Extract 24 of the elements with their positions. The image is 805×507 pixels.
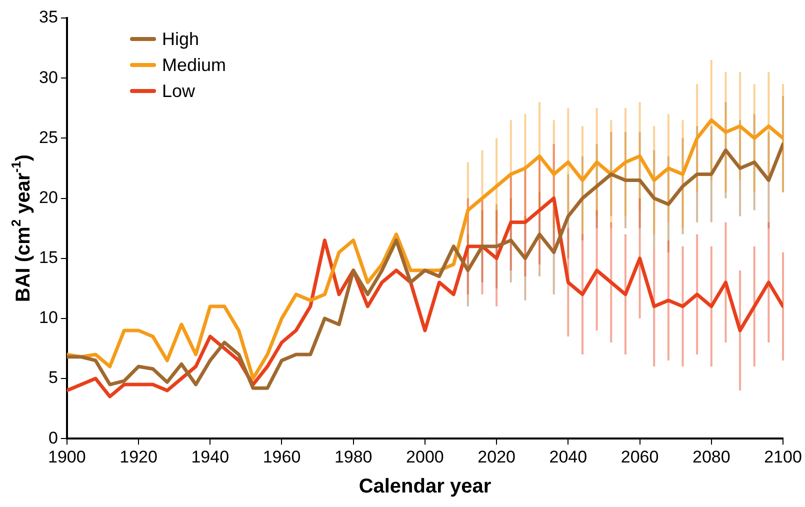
y-tick-label: 35 bbox=[38, 8, 58, 27]
x-tick-label: 2020 bbox=[478, 447, 516, 466]
x-tick-label: 1960 bbox=[262, 447, 301, 466]
x-tick-label: 2000 bbox=[406, 447, 444, 466]
y-tick-label: 25 bbox=[38, 128, 58, 147]
y-tick-label: 20 bbox=[38, 188, 58, 207]
x-tick-label: 2080 bbox=[692, 447, 730, 466]
x-tick-label: 2040 bbox=[549, 447, 588, 466]
y-tick-label: 5 bbox=[48, 368, 58, 388]
legend-label: High bbox=[162, 28, 200, 50]
y-axis-title: BAI (cm2 year-1) bbox=[8, 154, 35, 302]
legend-label: Low bbox=[162, 80, 196, 102]
y-tick-label: 30 bbox=[38, 68, 58, 87]
legend-label: Medium bbox=[162, 54, 226, 76]
x-axis-title: Calendar year bbox=[358, 476, 492, 498]
x-tick-label: 1920 bbox=[120, 447, 158, 466]
x-tick-label: 2100 bbox=[764, 447, 802, 466]
x-tick-label: 1900 bbox=[48, 447, 86, 466]
x-tick-label: 2060 bbox=[620, 447, 659, 466]
x-tick-label: 1940 bbox=[191, 447, 230, 466]
x-tick-label: 1980 bbox=[334, 447, 372, 466]
y-tick-label: 0 bbox=[48, 428, 58, 448]
y-tick-label: 15 bbox=[38, 248, 58, 268]
y-tick-label: 10 bbox=[38, 308, 58, 328]
